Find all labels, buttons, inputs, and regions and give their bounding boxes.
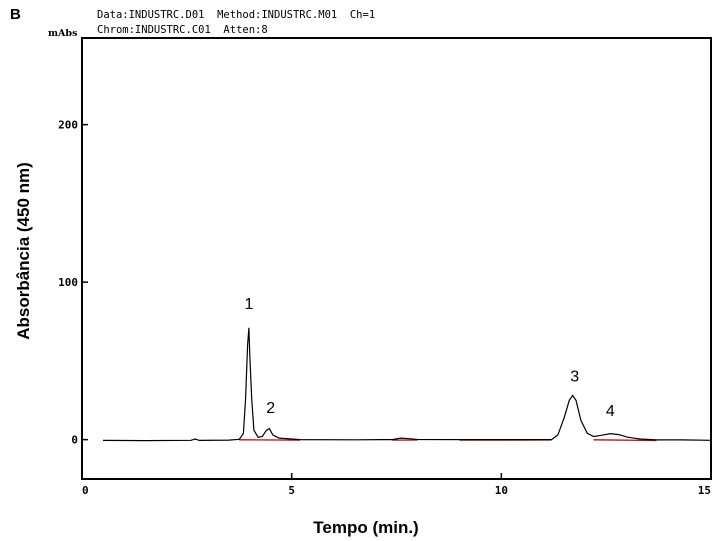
- y-tick-label-1: 100: [58, 276, 78, 289]
- peak-label-1: 1: [244, 296, 253, 313]
- y-axis-title: Absorbância (450 nm): [14, 162, 33, 340]
- y-axis-ticks: 0 100 200: [58, 119, 88, 447]
- unit-label: mAbs: [48, 28, 78, 39]
- plot-frame: [81, 37, 712, 480]
- x-tick-label-2: 10: [495, 484, 508, 497]
- peak-label-2: 2: [266, 400, 275, 417]
- panel-label: B: [10, 6, 21, 23]
- x-tick-label-3: 15: [698, 484, 711, 497]
- x-tick-label-0: 0: [82, 484, 89, 497]
- x-axis-ticks: 0 5 10 15: [81, 473, 712, 497]
- chromatogram-trace: [102, 327, 712, 442]
- x-tick-label-1: 5: [288, 484, 295, 497]
- peak-annotations: 1 2 3 4: [244, 296, 614, 420]
- baseline-segment-3: [593, 439, 657, 442]
- peak-label-4: 4: [606, 403, 615, 420]
- y-tick-label-0: 0: [71, 434, 78, 447]
- x-axis-title: Tempo (min.): [313, 518, 418, 537]
- header-line-2: Chrom:INDUSTRC.C01 Atten:8: [97, 24, 268, 36]
- y-tick-label-2: 200: [58, 119, 78, 132]
- header-line-1: Data:INDUSTRC.D01 Method:INDUSTRC.M01 Ch…: [97, 9, 376, 21]
- peak-label-3: 3: [570, 368, 579, 385]
